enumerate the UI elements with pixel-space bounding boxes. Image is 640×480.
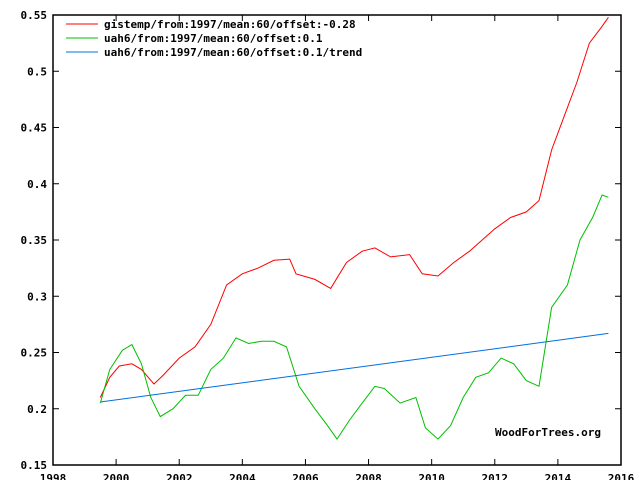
y-tick-label: 0.25 [21,347,48,360]
x-tick-label: 2000 [103,472,130,480]
x-tick-label: 2016 [608,472,635,480]
x-tick-label: 2012 [482,472,509,480]
y-tick-label: 0.5 [27,65,47,78]
y-tick-label: 0.4 [27,178,47,191]
x-tick-label: 2014 [545,472,572,480]
y-tick-label: 0.45 [21,122,48,135]
x-tick-label: 1998 [40,472,67,480]
legend-label-0: gistemp/from:1997/mean:60/offset:-0.28 [104,18,356,31]
y-tick-label: 0.35 [21,234,48,247]
plot-frame [52,14,622,466]
y-tick-label: 0.55 [21,9,48,22]
y-tick-label: 0.2 [27,403,47,416]
watermark: WoodForTrees.org [495,426,601,439]
y-tick-label: 0.3 [27,290,47,303]
legend-label-1: uah6/from:1997/mean:60/offset:0.1 [104,32,323,45]
series-line-0 [99,17,609,398]
x-tick-label: 2010 [418,472,445,480]
series-line-1 [99,194,609,440]
legend-label-2: uah6/from:1997/mean:60/offset:0.1/trend [104,46,362,59]
x-tick-label: 2008 [355,472,382,480]
series-line-2 [100,332,609,403]
y-tick-label: 0.15 [21,459,48,472]
x-tick-label: 2002 [166,472,193,480]
x-tick-label: 2006 [292,472,319,480]
x-tick-label: 2004 [229,472,256,480]
